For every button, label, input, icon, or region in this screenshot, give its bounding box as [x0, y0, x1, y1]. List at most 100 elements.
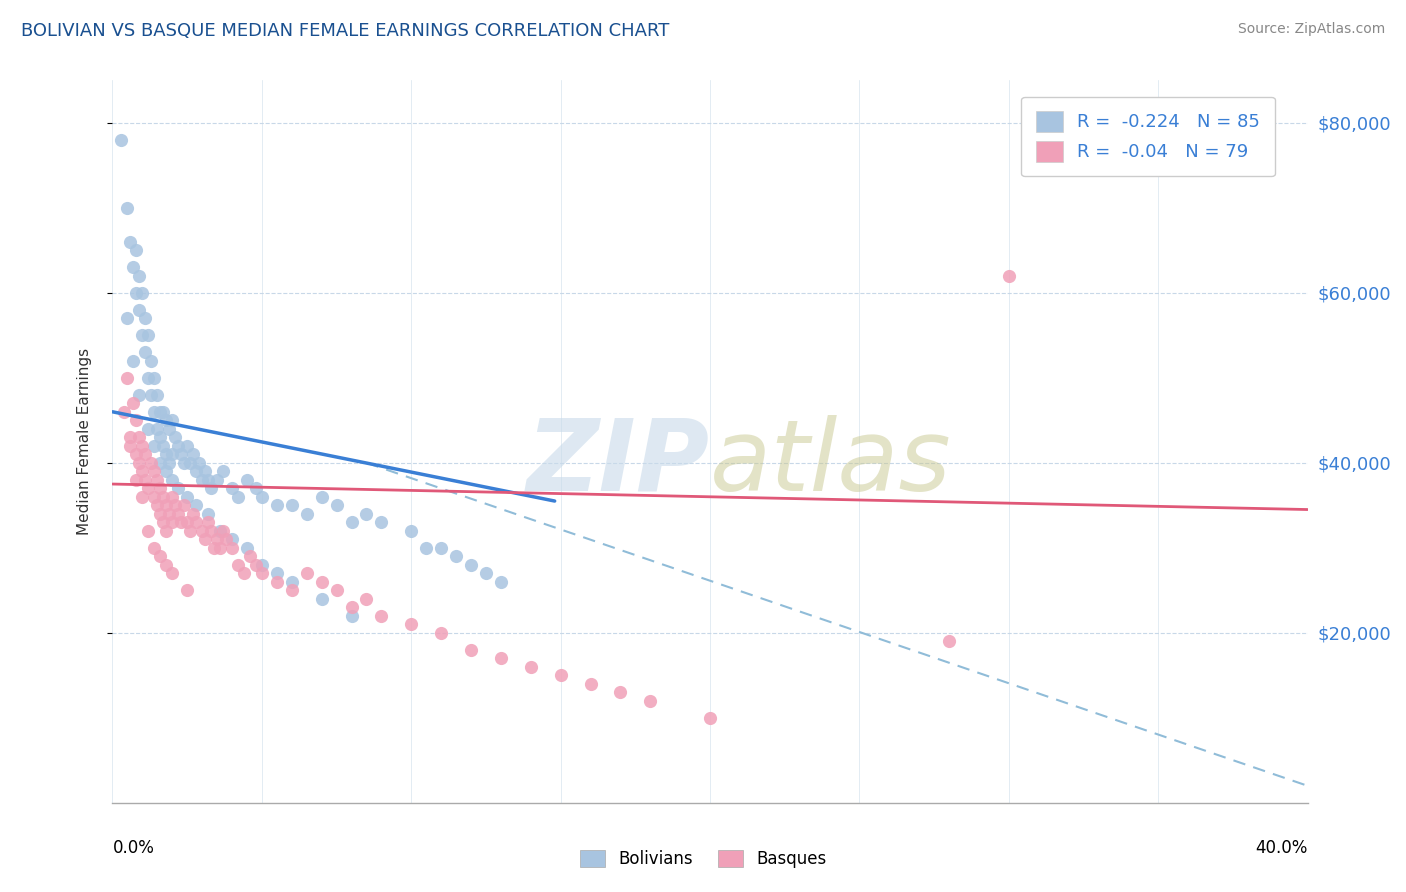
Point — [460, 642, 482, 657]
Point — [125, 285, 148, 300]
Point — [138, 524, 160, 538]
Point — [212, 524, 235, 538]
Point — [205, 533, 228, 547]
Point — [162, 447, 183, 461]
Point — [186, 516, 208, 530]
Point — [340, 600, 363, 615]
Point — [520, 660, 543, 674]
Point — [176, 516, 198, 530]
Point — [281, 574, 304, 589]
Point — [134, 311, 156, 326]
Point — [212, 464, 235, 478]
Point — [226, 558, 249, 572]
Point — [998, 268, 1021, 283]
Point — [155, 524, 177, 538]
Point — [155, 413, 177, 427]
Point — [138, 481, 160, 495]
Point — [117, 311, 139, 326]
Point — [125, 473, 148, 487]
Point — [245, 481, 267, 495]
Point — [209, 524, 232, 538]
Point — [609, 685, 631, 699]
Point — [176, 490, 198, 504]
Point — [155, 447, 177, 461]
Point — [197, 507, 219, 521]
Point — [162, 566, 183, 581]
Point — [430, 625, 453, 640]
Point — [475, 566, 498, 581]
Point — [200, 481, 222, 495]
Point — [134, 345, 156, 359]
Point — [460, 558, 482, 572]
Point — [155, 498, 177, 512]
Point — [226, 490, 249, 504]
Point — [110, 133, 132, 147]
Point — [356, 591, 378, 606]
Point — [325, 583, 347, 598]
Point — [221, 541, 243, 555]
Point — [134, 473, 156, 487]
Point — [162, 473, 183, 487]
Point — [370, 608, 392, 623]
Point — [401, 524, 423, 538]
Point — [205, 473, 228, 487]
Point — [266, 574, 288, 589]
Point — [131, 490, 153, 504]
Point — [550, 668, 572, 682]
Point — [128, 302, 150, 317]
Point — [146, 473, 169, 487]
Point — [157, 456, 180, 470]
Point — [114, 405, 135, 419]
Point — [117, 201, 139, 215]
Point — [325, 498, 347, 512]
Point — [209, 541, 232, 555]
Point — [197, 473, 219, 487]
Point — [176, 583, 198, 598]
Point — [250, 490, 273, 504]
Text: BOLIVIAN VS BASQUE MEDIAN FEMALE EARNINGS CORRELATION CHART: BOLIVIAN VS BASQUE MEDIAN FEMALE EARNING… — [21, 22, 669, 40]
Point — [179, 456, 201, 470]
Point — [152, 405, 174, 419]
Point — [281, 498, 304, 512]
Text: 40.0%: 40.0% — [1256, 838, 1308, 857]
Point — [128, 268, 150, 283]
Point — [215, 533, 238, 547]
Point — [152, 490, 174, 504]
Point — [221, 533, 243, 547]
Point — [200, 524, 222, 538]
Point — [138, 422, 160, 436]
Point — [197, 516, 219, 530]
Point — [167, 507, 190, 521]
Point — [120, 235, 142, 249]
Point — [125, 244, 148, 258]
Point — [233, 566, 256, 581]
Point — [236, 473, 259, 487]
Point — [167, 439, 190, 453]
Point — [162, 516, 183, 530]
Point — [239, 549, 262, 564]
Point — [489, 651, 512, 665]
Point — [191, 524, 214, 538]
Text: atlas: atlas — [710, 415, 952, 512]
Point — [149, 507, 172, 521]
Point — [340, 516, 363, 530]
Point — [370, 516, 392, 530]
Text: Source: ZipAtlas.com: Source: ZipAtlas.com — [1237, 22, 1385, 37]
Point — [311, 490, 333, 504]
Point — [131, 328, 153, 343]
Point — [173, 456, 195, 470]
Point — [165, 430, 187, 444]
Point — [149, 481, 172, 495]
Point — [120, 439, 142, 453]
Point — [122, 396, 145, 410]
Point — [250, 558, 273, 572]
Point — [134, 447, 156, 461]
Point — [162, 490, 183, 504]
Point — [194, 464, 217, 478]
Point — [444, 549, 467, 564]
Point — [202, 541, 225, 555]
Point — [186, 464, 208, 478]
Point — [141, 456, 163, 470]
Point — [356, 507, 378, 521]
Point — [181, 447, 204, 461]
